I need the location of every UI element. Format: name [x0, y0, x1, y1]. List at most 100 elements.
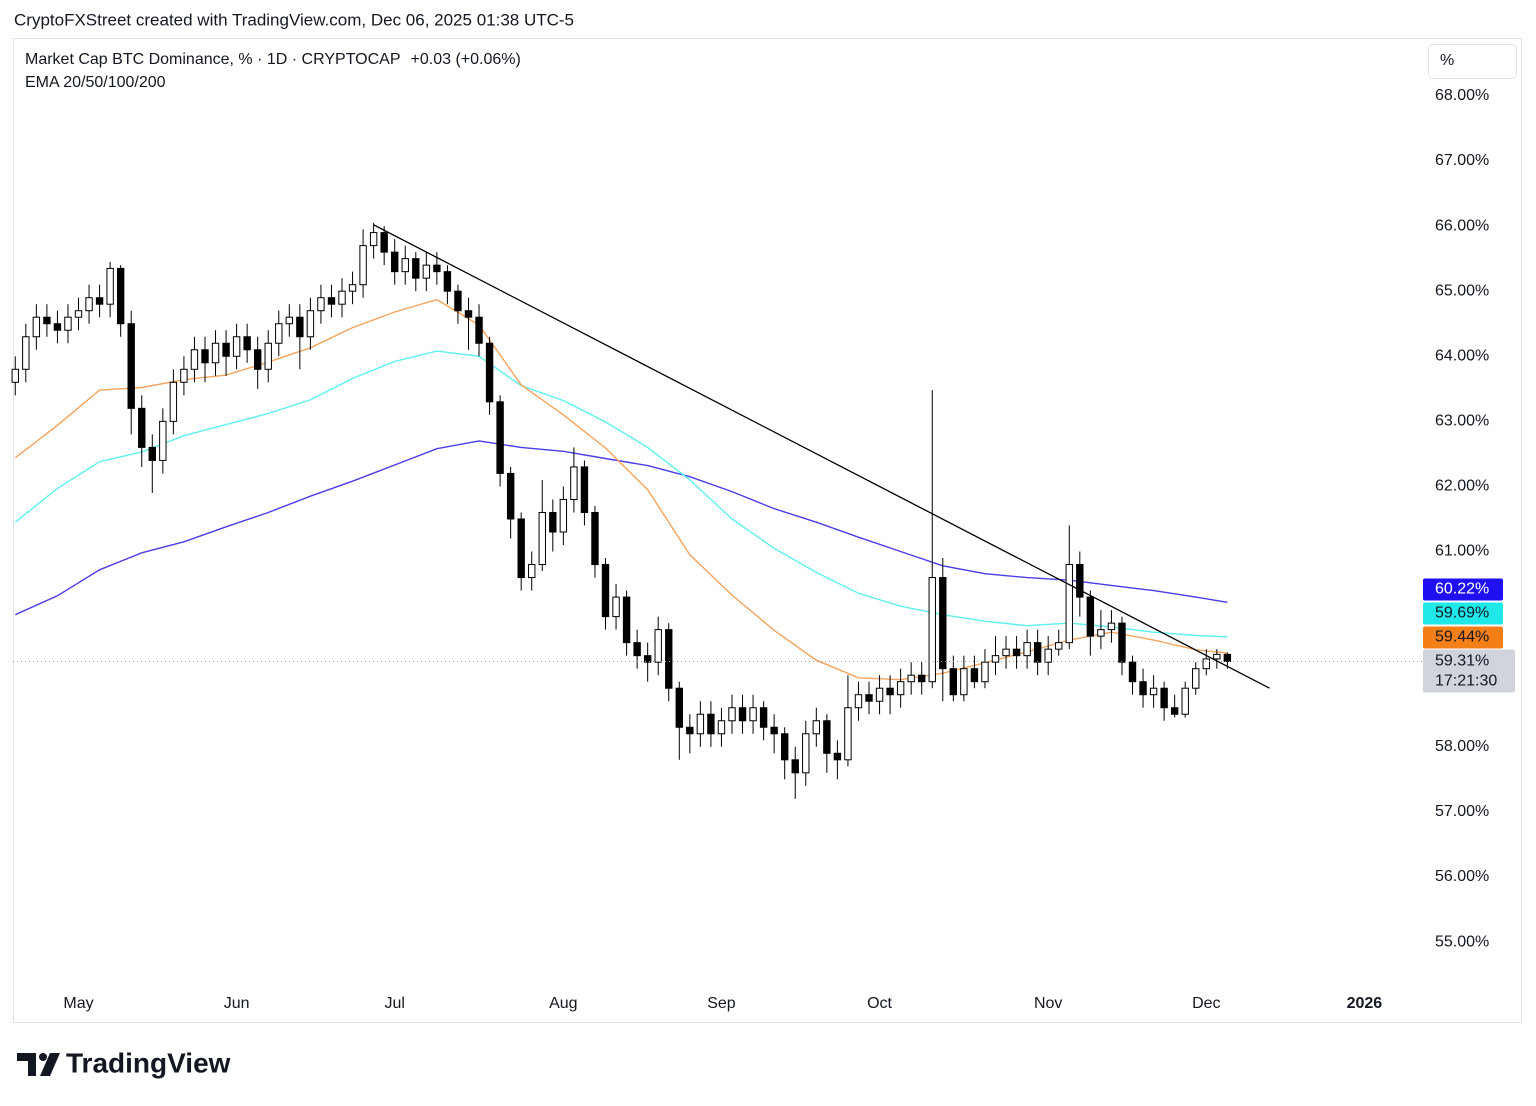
candle-body [643, 655, 652, 663]
candle-body [717, 720, 726, 735]
candle-body [1128, 661, 1137, 683]
candle-body [138, 407, 146, 448]
logo-icon [39, 1053, 47, 1061]
candle-body [232, 336, 241, 357]
x-tick-label: Oct [867, 995, 892, 1012]
candle-body [1012, 648, 1021, 657]
candle-body [296, 316, 304, 338]
ema-badge [1423, 602, 1503, 625]
candle-body [422, 264, 431, 279]
logo: TradingView [17, 1047, 231, 1078]
candle-body [11, 368, 19, 383]
y-tick-label: 68.00% [1435, 87, 1489, 104]
candle-body [1107, 622, 1116, 631]
candle-body [1033, 642, 1042, 663]
candle-body [791, 759, 799, 774]
candle-body [559, 498, 568, 533]
candle-body [1086, 596, 1095, 637]
candle-body [464, 310, 473, 318]
x-tick-label: Jun [224, 995, 250, 1012]
candle-body [918, 674, 926, 683]
x-tick-label: Jul [384, 995, 404, 1012]
candle-body [1213, 653, 1221, 660]
candle-body [1202, 658, 1210, 670]
candle-body [833, 752, 842, 761]
candle-body [1192, 668, 1200, 689]
candle-body [22, 336, 30, 370]
candle-body [401, 258, 409, 273]
candle-body [1118, 622, 1126, 663]
candle-body [348, 284, 357, 292]
candle-body [275, 323, 283, 344]
x-tick-label: 2026 [1347, 995, 1383, 1012]
candle-body [875, 687, 884, 702]
countdown: 17:21:30 [1435, 673, 1497, 690]
candle-body [770, 726, 778, 735]
y-tick-label: 64.00% [1435, 347, 1489, 364]
scale-button-label[interactable]: % [1440, 52, 1454, 69]
candle-body [116, 267, 125, 325]
candle-body [802, 733, 810, 774]
candle-body [991, 655, 1000, 663]
y-tick-label: 66.00% [1435, 217, 1489, 234]
candle-body [570, 466, 578, 500]
candle-body [696, 713, 705, 735]
candle-body [454, 290, 462, 312]
x-tick-label: Aug [549, 995, 577, 1012]
scale-button[interactable] [1428, 44, 1517, 79]
indicator-label: EMA 20/50/100/200 [25, 74, 166, 91]
trendline [373, 224, 1270, 689]
candle-body [1170, 707, 1179, 715]
candle-body [95, 297, 104, 305]
candle-body [190, 349, 199, 370]
candle-body [1223, 653, 1232, 663]
candle-body [1076, 564, 1084, 598]
x-tick-label: Nov [1034, 995, 1062, 1012]
ema-badge-label: 59.69% [1435, 605, 1489, 622]
candle-body [896, 681, 905, 696]
candle-body [601, 564, 610, 618]
x-tick-label: May [63, 995, 93, 1012]
candle-body [475, 316, 483, 344]
header: CryptoFXStreet created with TradingView.… [14, 10, 574, 29]
candle-body [169, 381, 178, 422]
change: +0.03 (+0.06%) [411, 51, 521, 68]
candle-body [1149, 687, 1158, 696]
candle-body [1065, 564, 1073, 644]
candle-body [907, 674, 915, 683]
candle-body [506, 472, 515, 520]
logo-text: TradingView [66, 1047, 231, 1078]
candle-body [759, 707, 768, 728]
candle-body [854, 694, 863, 709]
candle-body [127, 323, 135, 409]
y-tick-label: 61.00% [1435, 543, 1489, 560]
candle-body [1160, 687, 1168, 709]
candle-body [222, 342, 230, 357]
candle-body [496, 401, 504, 474]
candle-body [865, 694, 873, 702]
candle-body [443, 271, 452, 292]
candle-body [1002, 648, 1010, 657]
candle-body [928, 577, 936, 683]
candle-body [707, 713, 715, 735]
candle-body [538, 511, 546, 566]
candle-body [32, 316, 41, 338]
candles [11, 222, 1232, 799]
candle-body [528, 564, 536, 579]
candle-body [686, 726, 694, 735]
candle-body [369, 232, 378, 247]
candle-body [412, 258, 420, 279]
candle-body [285, 316, 294, 325]
ema-badge-label: 60.22% [1435, 581, 1489, 598]
logo-icon [40, 1053, 60, 1076]
candle-body [949, 668, 958, 696]
ema-badge [1423, 626, 1503, 649]
ema-badge [1423, 578, 1503, 601]
candle-body [159, 420, 167, 461]
price-label: 59.31% [1435, 653, 1489, 670]
candle-body [317, 297, 325, 312]
logo-icon [17, 1053, 36, 1076]
chart-frame [13, 38, 1522, 1023]
candle-body [211, 342, 220, 364]
